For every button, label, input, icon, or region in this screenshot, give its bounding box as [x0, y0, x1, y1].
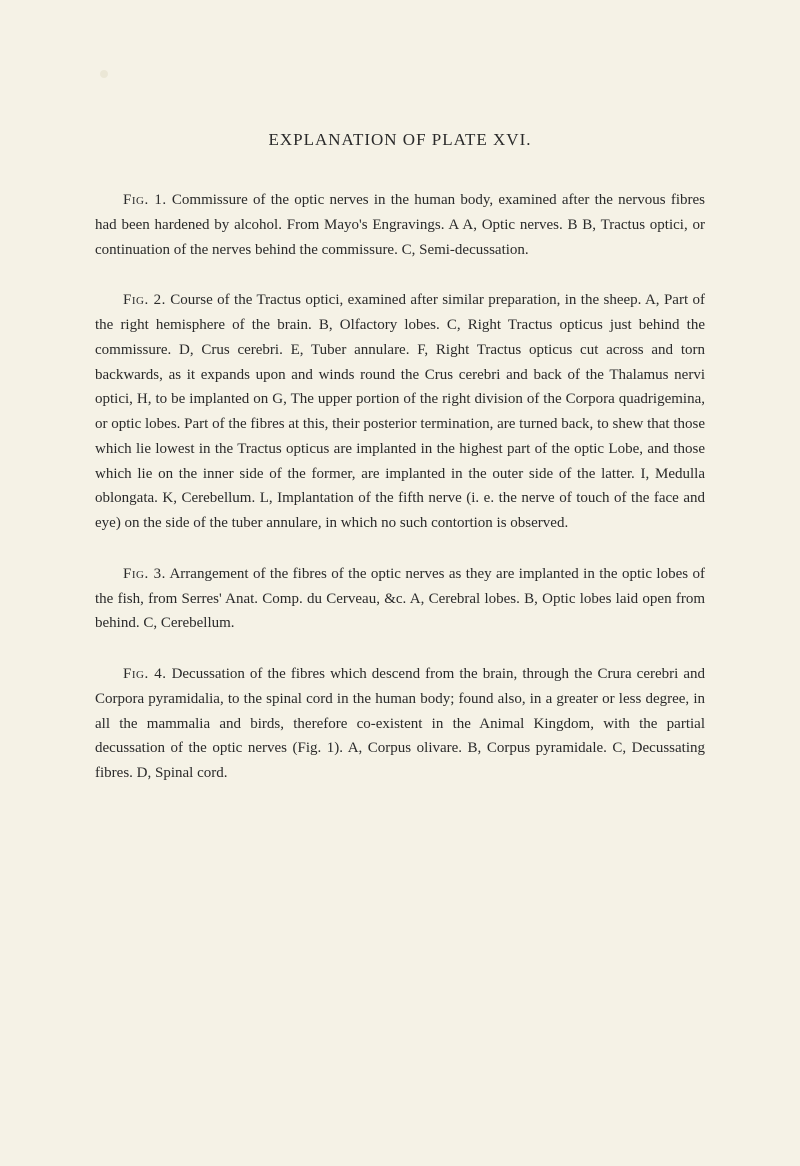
fig-1-label: Fig. 1. — [123, 192, 167, 208]
figure-2-description: Fig. 2. Course of the Tractus optici, ex… — [95, 288, 705, 536]
figure-1-description: Fig. 1. Commissure of the optic nerves i… — [95, 188, 705, 262]
fig-4-text: Decussation of the fibres which descend … — [95, 666, 705, 781]
document-page: EXPLANATION OF PLATE XVI. Fig. 1. Commis… — [95, 130, 705, 786]
fig-3-label: Fig. 3. — [123, 566, 166, 582]
fig-2-text: Course of the Tractus optici, examined a… — [95, 292, 705, 531]
fig-3-text: Arrangement of the fibres of the optic n… — [95, 566, 705, 632]
plate-title: EXPLANATION OF PLATE XVI. — [95, 130, 705, 150]
figure-4-description: Fig. 4. Decussation of the fibres which … — [95, 662, 705, 786]
page-blemish — [100, 70, 108, 78]
figure-3-description: Fig. 3. Arrangement of the fibres of the… — [95, 562, 705, 636]
fig-4-label: Fig. 4. — [123, 666, 167, 682]
fig-1-text: Commissure of the optic nerves in the hu… — [95, 192, 705, 258]
fig-2-label: Fig. 2. — [123, 292, 166, 308]
